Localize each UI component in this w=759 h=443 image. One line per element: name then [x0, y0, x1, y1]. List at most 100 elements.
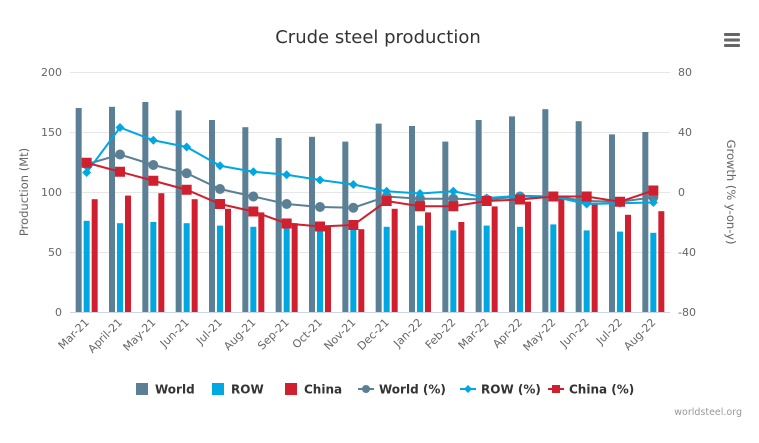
hamburger-menu-icon[interactable]	[720, 28, 744, 50]
x-tick-label: Jun-22	[557, 316, 592, 351]
marker-china	[515, 194, 525, 205]
bar-row	[617, 231, 623, 312]
marker-china	[448, 201, 459, 212]
marker-china	[81, 157, 92, 168]
y-axis-title: Production (Mt)	[17, 148, 31, 236]
bar-world	[342, 141, 349, 312]
bar-world	[275, 138, 282, 312]
legend-marker-row	[464, 385, 472, 393]
x-tick-label: May-22	[521, 316, 559, 354]
bar-world	[542, 109, 549, 312]
bar-china	[625, 214, 631, 312]
bar-china	[325, 226, 331, 312]
marker-row	[248, 167, 258, 177]
x-tick-label: Sep-21	[255, 316, 292, 353]
x-tick-label: Jul-21	[193, 316, 225, 348]
y-tick-label: 150	[41, 126, 62, 139]
y-tick-label: 0	[55, 306, 62, 319]
marker-world	[115, 149, 125, 160]
bar-row	[283, 226, 290, 312]
x-tick-label: Jul-22	[593, 316, 625, 348]
bar-row	[550, 224, 557, 312]
bar-china	[558, 198, 565, 312]
x-tick-label: Feb-22	[423, 316, 459, 352]
bar-world	[75, 108, 82, 312]
legend-item-china[interactable]: China	[285, 383, 342, 397]
bar-row	[150, 222, 157, 312]
legend-swatch-china	[285, 383, 297, 395]
marker-china	[548, 191, 559, 202]
credit-link[interactable]: worldsteel.org	[674, 407, 742, 418]
y-tick-label: 200	[41, 66, 62, 79]
bar-world	[609, 134, 615, 312]
marker-world	[315, 202, 325, 212]
bar-row	[383, 226, 390, 312]
line-row	[85, 126, 654, 206]
legend-item-row[interactable]: ROW (%)	[460, 383, 541, 397]
x-tick-label: Apr-22	[490, 316, 525, 351]
marker-row	[215, 161, 225, 171]
bar-world	[442, 141, 449, 312]
bar-world	[309, 136, 315, 312]
legend-label: World	[155, 383, 195, 397]
legend-label: China	[304, 383, 342, 397]
marker-row	[315, 175, 325, 185]
bar-row	[217, 225, 223, 312]
marker-row	[415, 189, 425, 198]
marker-china	[615, 196, 625, 207]
marker-world	[348, 202, 359, 213]
legend-item-world[interactable]: World	[136, 383, 195, 397]
bar-china	[91, 199, 98, 312]
marker-china	[648, 185, 659, 196]
marker-china	[148, 175, 159, 186]
bar-china	[591, 202, 598, 312]
bar-world	[509, 116, 515, 313]
marker-row	[82, 168, 92, 177]
legend-item-china[interactable]: China (%)	[548, 383, 634, 397]
bar-china	[125, 195, 131, 312]
bar-row	[117, 223, 123, 312]
bar-row	[83, 220, 90, 312]
marker-row	[448, 186, 458, 196]
bar-china	[458, 222, 465, 312]
bar-china	[258, 212, 265, 312]
legend-item-row[interactable]: ROW	[212, 383, 264, 397]
bar-row	[583, 230, 590, 312]
x-tick-label: Aug-22	[621, 316, 658, 353]
legend-swatch-world	[136, 383, 148, 395]
bar-world	[175, 110, 182, 313]
marker-china	[248, 206, 259, 217]
y-tick-label: 100	[41, 186, 62, 199]
bar-row	[483, 225, 490, 312]
bar-china	[158, 193, 165, 312]
marker-china	[581, 191, 592, 202]
bar-row	[317, 229, 323, 312]
x-tick-label: April-21	[85, 316, 125, 356]
y2-axis-title: Growth (% y-on-y)	[724, 140, 738, 245]
bar-row	[450, 230, 457, 312]
marker-row	[182, 142, 192, 152]
marker-row	[148, 135, 158, 145]
bar-world	[375, 123, 382, 312]
x-tick-label: Dec-21	[355, 316, 392, 353]
bar-world	[409, 126, 415, 312]
bar-row	[350, 229, 357, 312]
marker-world	[148, 160, 159, 170]
bar-china	[425, 212, 431, 312]
bar-china	[358, 229, 365, 312]
x-tick-label: Aug-21	[221, 316, 258, 353]
legend-label: World (%)	[379, 383, 446, 397]
y-tick-label: 50	[48, 246, 62, 259]
bar-world	[209, 120, 215, 312]
y2-tick-label: -80	[678, 306, 696, 319]
bar-row	[517, 226, 523, 312]
legend: World ROW China World (%) ROW (%) China (%)	[136, 383, 634, 397]
bar-china	[525, 201, 531, 312]
marker-china	[215, 199, 225, 209]
marker-row	[348, 180, 358, 189]
bar-world	[109, 106, 115, 312]
marker-row	[382, 186, 392, 196]
legend-item-world[interactable]: World (%)	[358, 383, 446, 397]
y-axis-right: -80 -40 0 40 80	[678, 66, 696, 319]
